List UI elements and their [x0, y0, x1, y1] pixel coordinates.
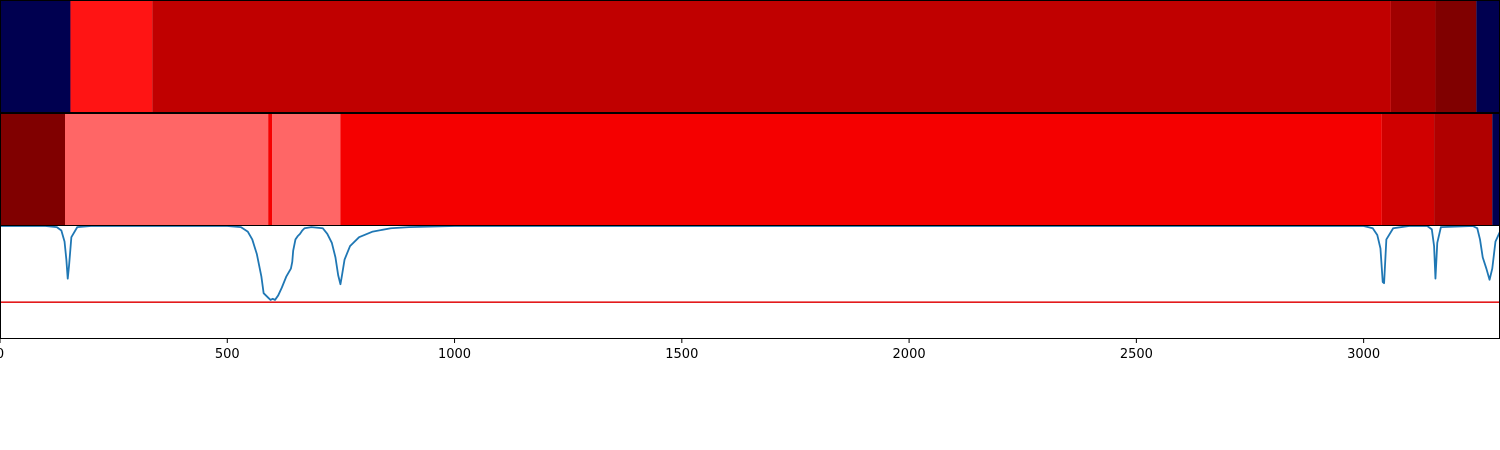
x-tick-label: 2000	[893, 347, 926, 362]
strip-2-segment	[65, 114, 269, 225]
strip-1-segment	[1390, 1, 1436, 112]
x-tick-label: 3000	[1347, 347, 1380, 362]
x-tick-label: 2500	[1120, 347, 1153, 362]
x-tick-label: 0	[0, 347, 4, 362]
strip-2-segment	[272, 114, 341, 225]
strip-2-segment	[1434, 114, 1493, 225]
strip-2-segment	[0, 114, 65, 225]
strip-2-segment	[1492, 114, 1500, 225]
signal-line	[0, 225, 1500, 301]
line-panel-frame	[0, 225, 1500, 339]
x-tick-label: 1500	[665, 347, 698, 362]
strip-1-segment	[70, 1, 153, 112]
strip-1-segment	[0, 1, 71, 112]
heatmap-strips	[0, 0, 1500, 226]
strip-2-segment	[268, 114, 273, 225]
strip-2-segment	[340, 114, 1382, 225]
strip-1-segment	[1476, 1, 1500, 112]
x-axis: 0 500 1000 1500 2000 2500 3000	[0, 338, 1380, 362]
line-panel	[0, 225, 1500, 339]
x-tick-label: 500	[215, 347, 240, 362]
strip-1-segment	[152, 1, 1391, 112]
x-tick-label: 1000	[438, 347, 471, 362]
strip-1-segment	[1435, 1, 1477, 112]
strip-2-segment	[1381, 114, 1435, 225]
